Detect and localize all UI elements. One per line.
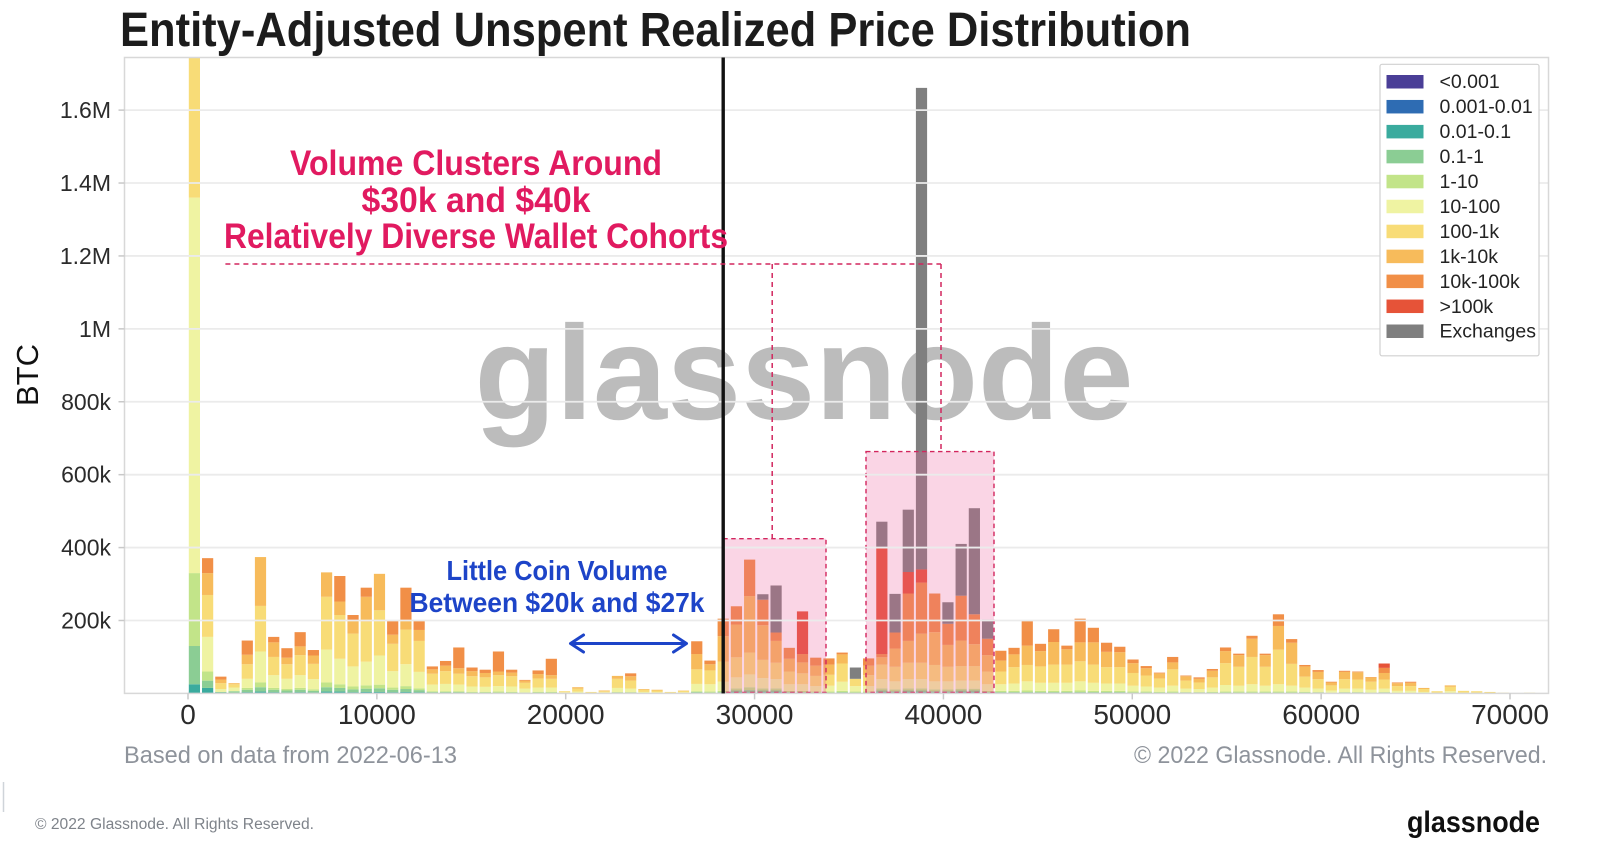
svg-text:Between $20k and $27k: Between $20k and $27k [410,587,705,618]
svg-text:400k: 400k [61,535,111,561]
svg-text:BTC: BTC [10,344,45,406]
svg-text:600k: 600k [61,462,111,488]
svg-text:<0.001: <0.001 [1440,71,1500,93]
svg-text:1-10: 1-10 [1440,171,1479,193]
svg-text:1.2M: 1.2M [60,243,111,269]
svg-text:1.4M: 1.4M [60,170,111,196]
svg-text:1.6M: 1.6M [60,97,111,123]
svg-text:Relatively Diverse Wallet Coho: Relatively Diverse Wallet Cohorts [224,217,728,256]
svg-text:30000: 30000 [716,699,794,730]
svg-text:0: 0 [180,699,196,730]
svg-text:10000: 10000 [338,699,416,730]
svg-text:© 2022 Glassnode. All Rights R: © 2022 Glassnode. All Rights Reserved. [35,816,314,833]
svg-text:10k-100k: 10k-100k [1440,271,1520,293]
svg-text:200k: 200k [61,607,111,633]
svg-text:70000: 70000 [1471,699,1549,730]
svg-text:Little Coin Volume: Little Coin Volume [447,555,668,586]
svg-text:Volume Clusters Around: Volume Clusters Around [290,144,662,183]
svg-text:glassnode: glassnode [475,299,1134,448]
svg-text:Entity-Adjusted Unspent Realiz: Entity-Adjusted Unspent Realized Price D… [120,4,1191,57]
svg-text:60000: 60000 [1282,699,1360,730]
svg-text:0.01-0.1: 0.01-0.1 [1440,121,1512,143]
svg-text:© 2022 Glassnode. All Rights R: © 2022 Glassnode. All Rights Reserved. [1134,742,1547,769]
svg-text:>100k: >100k [1440,296,1494,318]
svg-text:100-1k: 100-1k [1440,221,1500,243]
svg-text:1k-10k: 1k-10k [1440,246,1499,268]
svg-text:40000: 40000 [904,699,982,730]
svg-text:Exchanges: Exchanges [1440,321,1537,343]
svg-text:Based on data from 2022-06-13: Based on data from 2022-06-13 [124,742,457,769]
svg-text:1M: 1M [79,316,111,342]
svg-text:50000: 50000 [1093,699,1171,730]
svg-text:800k: 800k [61,389,111,415]
svg-text:0.1-1: 0.1-1 [1440,146,1484,168]
svg-text:10-100: 10-100 [1440,196,1501,218]
svg-text:0.001-0.01: 0.001-0.01 [1440,96,1533,118]
svg-text:$30k and $40k: $30k and $40k [362,181,592,220]
svg-text:glassnode: glassnode [1407,806,1540,839]
svg-text:20000: 20000 [527,699,605,730]
